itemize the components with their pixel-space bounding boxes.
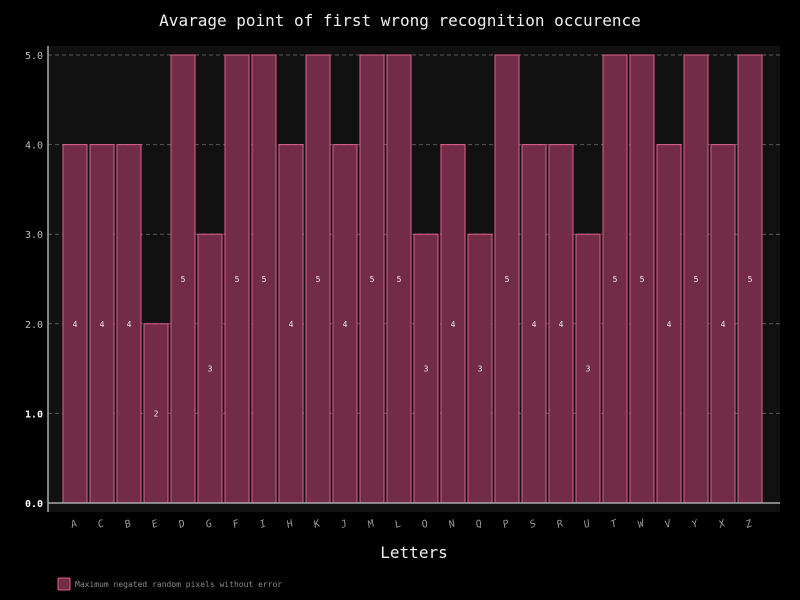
x-tick-label: H [284, 518, 295, 531]
x-tick-label: M [365, 518, 376, 531]
bar-value-label: 3 [586, 365, 591, 374]
bar-value-label: 5 [370, 275, 375, 284]
bar-value-label: 4 [73, 320, 78, 329]
bar [197, 233, 223, 504]
bar-value-label: 5 [316, 275, 321, 284]
x-tick-label: Z [743, 518, 754, 531]
x-tick-label: Y [690, 518, 700, 531]
bar [548, 144, 574, 504]
legend: Maximum negated random pixels without er… [57, 577, 282, 591]
x-tick-label: N [446, 518, 457, 531]
bar-value-label: 3 [208, 365, 213, 374]
bar [278, 144, 304, 504]
bar [170, 54, 196, 504]
x-tick-label: V [663, 518, 673, 531]
bar [413, 233, 439, 504]
bar [305, 54, 331, 504]
x-tick-label: D [176, 518, 186, 531]
y-tick-label: 3.0 [25, 230, 43, 241]
bar-value-label: 4 [343, 320, 348, 329]
bar-value-label: 4 [721, 320, 726, 329]
bar-value-label: 5 [262, 275, 267, 284]
bar [494, 54, 520, 504]
x-tick-label: I [258, 518, 267, 530]
legend-label: Maximum negated random pixels without er… [75, 580, 282, 589]
bar-value-label: 4 [451, 320, 456, 329]
x-tick-label: A [68, 518, 78, 531]
bar-value-label: 4 [127, 320, 132, 329]
axes [47, 46, 780, 512]
x-tick-label: R [555, 518, 564, 530]
x-tick-label: J [338, 518, 348, 531]
x-tick-label: P [501, 518, 510, 530]
bar-value-label: 4 [559, 320, 564, 329]
bar [737, 54, 763, 504]
bars: 4 4 4 2 5 3 5 5 4 5 4 5 5 3 4 3 5 4 4 3 5 5 4 5 4 5 [62, 54, 763, 504]
x-tick-label: S [528, 518, 537, 530]
x-tick-label: W [636, 518, 646, 531]
y-tick-label: 1.0 [25, 409, 43, 420]
x-tick-label: L [393, 518, 402, 530]
bar-value-label: 4 [100, 320, 105, 329]
bar-value-label: 4 [667, 320, 672, 329]
x-tick-label: F [231, 518, 241, 531]
x-tick-label: X [716, 518, 727, 531]
bar-value-label: 3 [424, 365, 429, 374]
bar-value-label: 5 [235, 275, 240, 284]
x-tick-label: B [123, 518, 132, 530]
bar [332, 144, 358, 504]
bar [440, 144, 466, 504]
y-tick-label: 2.0 [25, 320, 43, 331]
x-tick-label: E [150, 518, 159, 530]
bar-value-label: 4 [289, 320, 294, 329]
bar [62, 144, 88, 504]
bar-value-label: 5 [397, 275, 402, 284]
bar [521, 144, 547, 504]
bar-value-label: 5 [694, 275, 699, 284]
x-tick-label: Q [474, 518, 483, 530]
bar-value-label: 5 [640, 275, 645, 284]
bar [602, 54, 628, 504]
y-tick-labels: 0.0 1.0 2.0 3.0 4.0 5.0 [25, 51, 43, 510]
x-axis-label: Letters [380, 543, 447, 562]
bar [89, 144, 115, 504]
y-tick-label: 4.0 [25, 141, 43, 152]
bar [710, 144, 736, 504]
bar-value-label: 5 [748, 275, 753, 284]
legend-swatch [57, 577, 71, 591]
bar [359, 54, 385, 504]
y-tick-label: 0.0 [25, 499, 43, 510]
x-tick-label: T [609, 518, 619, 531]
bar-value-label: 3 [478, 365, 483, 374]
bar-value-label: 5 [613, 275, 618, 284]
x-tick-label: U [582, 518, 592, 531]
chart-title: Avarage point of first wrong recognition… [159, 11, 641, 30]
bar-value-label: 4 [532, 320, 537, 329]
x-tick-label: G [204, 518, 213, 530]
bar [575, 233, 601, 504]
x-tick-label: O [420, 518, 429, 530]
y-tick-label: 5.0 [25, 51, 43, 62]
x-tick-label: C [96, 518, 105, 530]
x-tick-label: K [311, 518, 322, 531]
bar-value-label: 5 [505, 275, 510, 284]
bar [224, 54, 250, 504]
bar [656, 144, 682, 504]
bar-value-label: 2 [154, 409, 159, 418]
bar-value-label: 5 [181, 275, 186, 284]
bar [467, 233, 493, 504]
bar [629, 54, 655, 504]
